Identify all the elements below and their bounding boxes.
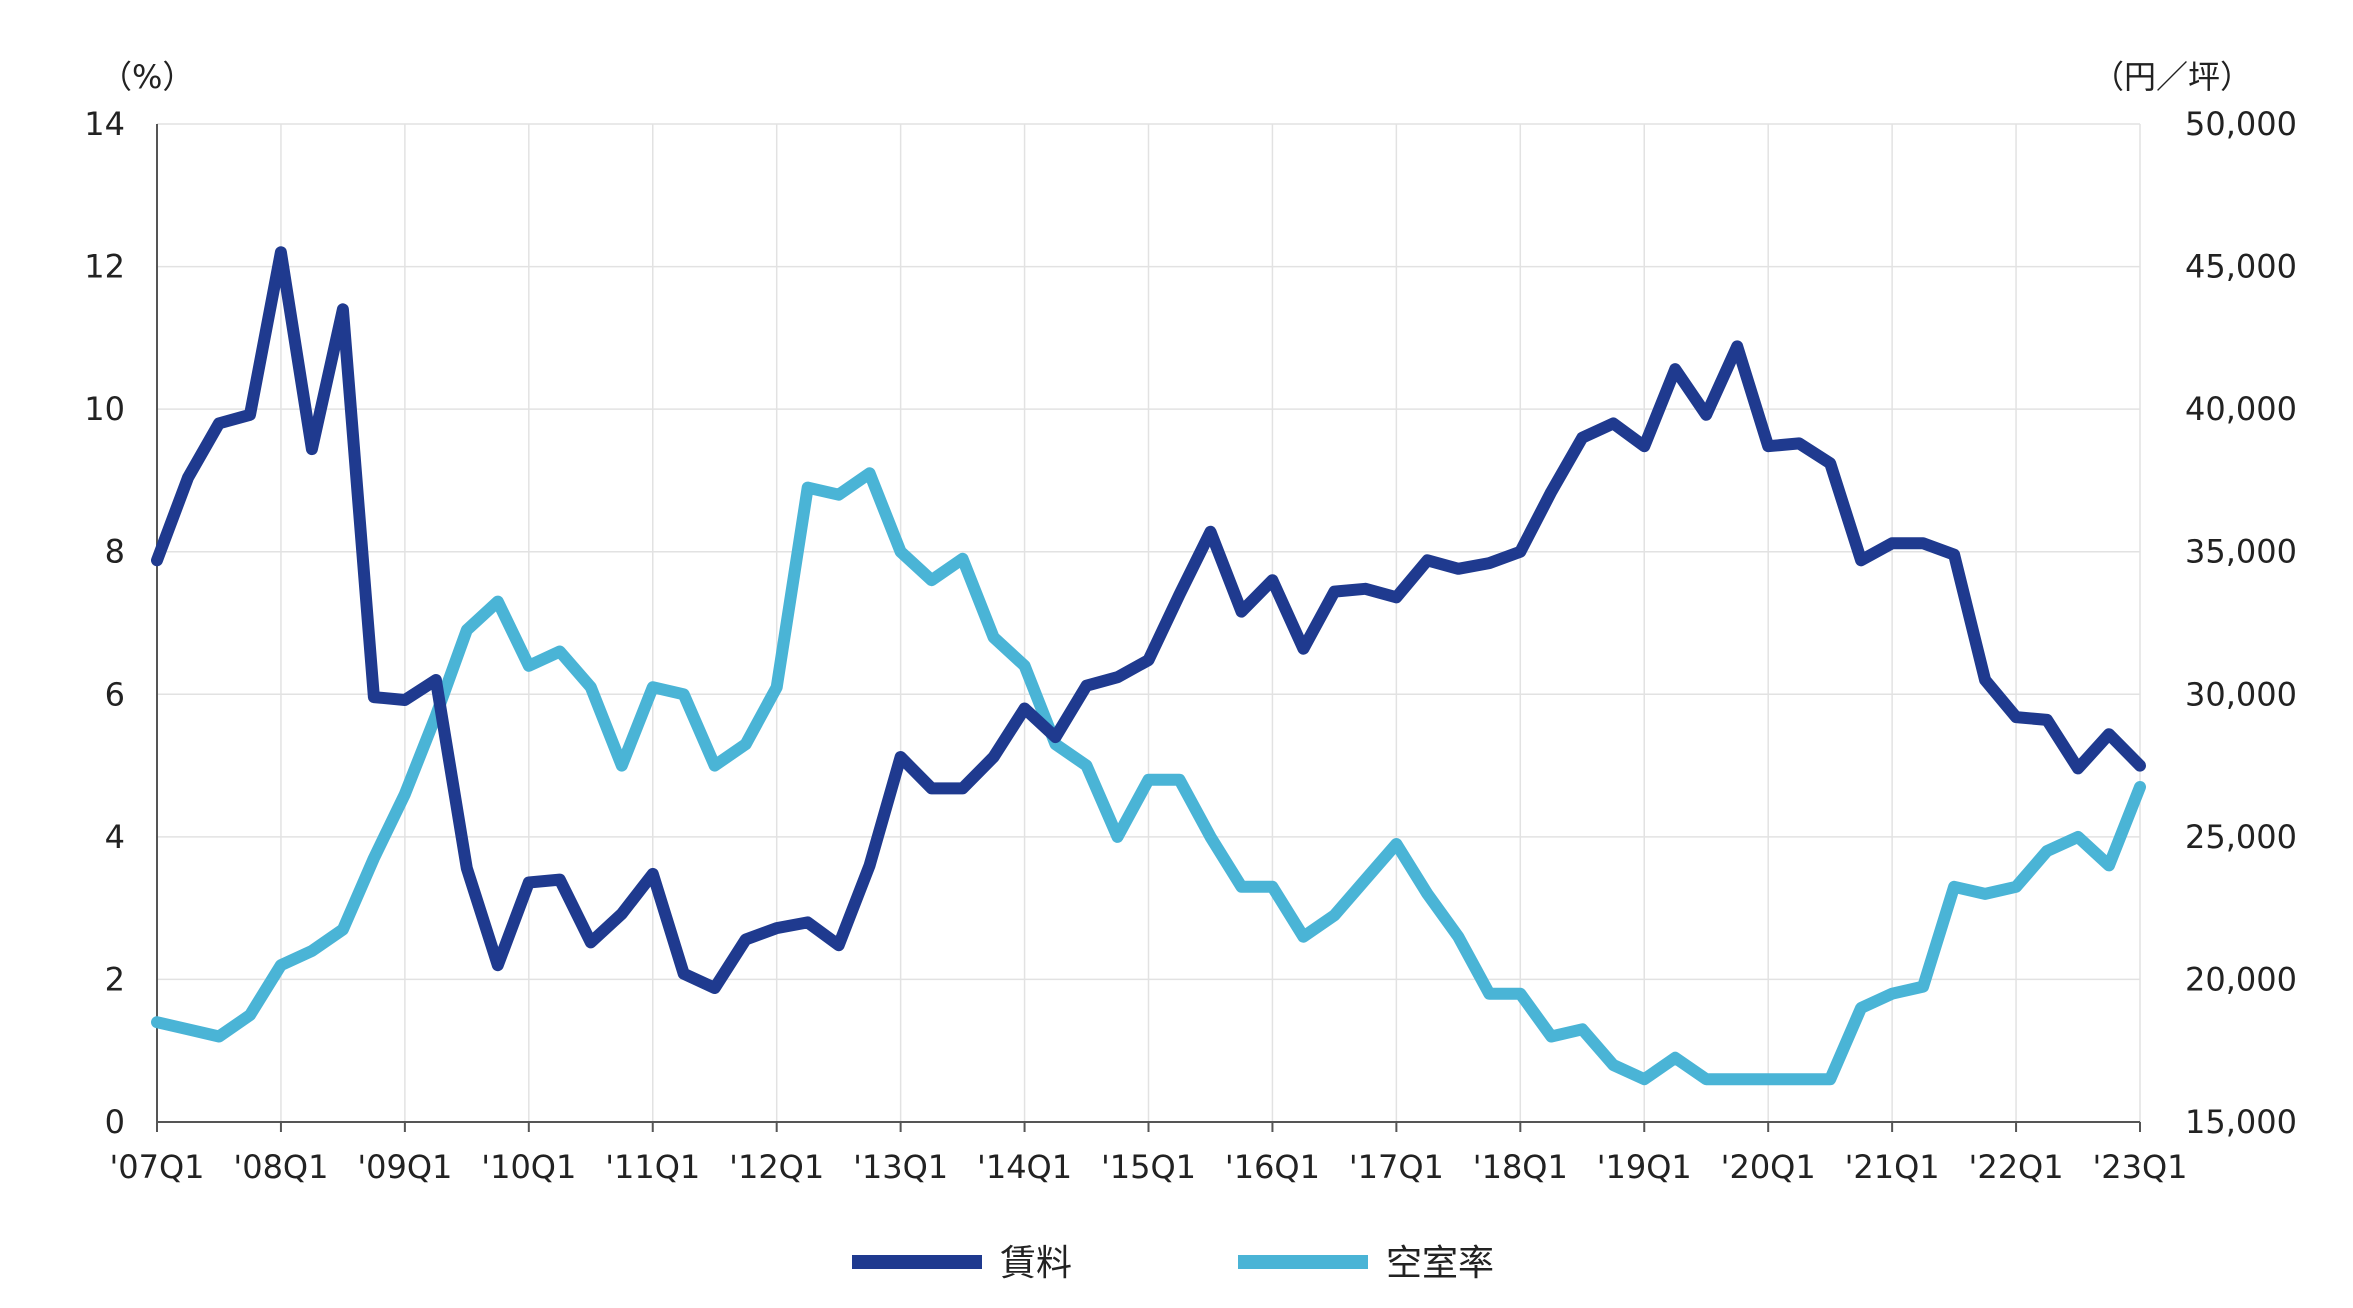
x-tick-label: '16Q1 xyxy=(1225,1148,1320,1186)
x-tick-label: '18Q1 xyxy=(1473,1148,1568,1186)
x-tick-label: '08Q1 xyxy=(233,1148,328,1186)
y-left-tick-label: 14 xyxy=(84,105,125,143)
legend-label: 空室率 xyxy=(1386,1243,1494,1284)
y-right-tick-label: 50,000 xyxy=(2185,105,2297,143)
y-right-tick-label: 20,000 xyxy=(2185,960,2297,998)
x-tick-label: '15Q1 xyxy=(1101,1148,1196,1186)
gridlines xyxy=(157,123,2141,1122)
x-tick-label: '22Q1 xyxy=(1969,1148,2064,1186)
x-tick-label: '20Q1 xyxy=(1721,1148,1816,1186)
y-right-tick-label: 15,000 xyxy=(2185,1103,2297,1141)
y-right-tick-label: 40,000 xyxy=(2185,390,2297,428)
x-tick-label: '23Q1 xyxy=(2092,1148,2187,1186)
x-tick-label: '10Q1 xyxy=(481,1148,576,1186)
axes xyxy=(156,124,2141,1132)
y-right-unit: （円／坪） xyxy=(2092,58,2252,96)
y-right-tick-label: 30,000 xyxy=(2185,675,2297,713)
y-right-tick-label: 45,000 xyxy=(2185,248,2297,286)
y-left-tick-label: 4 xyxy=(105,818,125,856)
y-left-tick-label: 12 xyxy=(84,248,125,286)
y-left-tick-label: 0 xyxy=(105,1103,125,1141)
x-tick-label: '13Q1 xyxy=(853,1148,948,1186)
y-left-tick-label: 6 xyxy=(105,675,125,713)
series-line-rent xyxy=(151,246,2146,994)
y-right-tick-label: 35,000 xyxy=(2185,533,2297,571)
x-tick-label: '14Q1 xyxy=(977,1148,1072,1186)
x-tick-label: '21Q1 xyxy=(1845,1148,1940,1186)
x-tick-label: '07Q1 xyxy=(109,1148,204,1186)
x-tick-label: '09Q1 xyxy=(357,1148,452,1186)
legend-label: 賃料 xyxy=(1000,1243,1072,1284)
series-lines xyxy=(151,246,2146,1086)
x-tick-label: '12Q1 xyxy=(729,1148,824,1186)
x-tick-label: '19Q1 xyxy=(1597,1148,1692,1186)
y-right-tick-label: 25,000 xyxy=(2185,818,2297,856)
y-left-unit: （%） xyxy=(100,58,194,96)
series-line-vacancy xyxy=(151,467,2146,1086)
y-left-tick-label: 10 xyxy=(84,390,125,428)
x-tick-label: '11Q1 xyxy=(605,1148,700,1186)
y-left-tick-label: 8 xyxy=(105,533,125,571)
tick-labels: 0 2 4 6 8 10 12 14 15,000 20,000 25,000 30,000 35,00… xyxy=(84,105,2297,1186)
y-left-tick-label: 2 xyxy=(105,960,125,998)
x-tick-label: '17Q1 xyxy=(1349,1148,1444,1186)
legend: 賃料 空室率 xyxy=(852,1243,1494,1284)
